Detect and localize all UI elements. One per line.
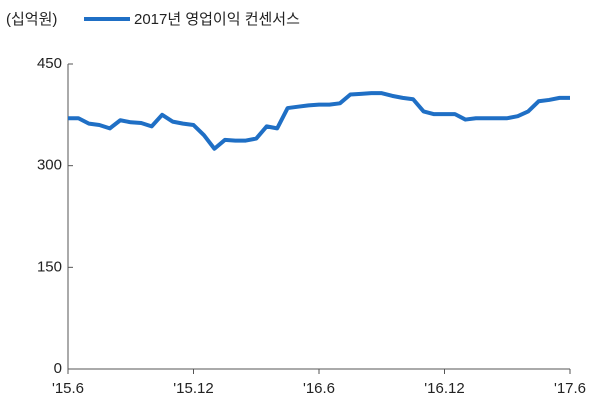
x-tick-label: '15.12 [173, 380, 213, 397]
x-tick-label: '17.6 [554, 380, 586, 397]
y-unit-label: (십억원) [6, 11, 57, 28]
legend-label: 2017년 영업이익 컨센서스 [134, 11, 300, 28]
x-tick-label: '16.6 [303, 380, 335, 397]
y-tick-label: 0 [54, 360, 62, 377]
y-tick-label: 300 [37, 157, 62, 174]
x-tick-label: '15.6 [52, 380, 84, 397]
y-tick-label: 150 [37, 258, 62, 275]
y-tick-label: 450 [37, 55, 62, 72]
line-series [68, 91, 570, 151]
x-tick-label: '16.12 [424, 380, 464, 397]
